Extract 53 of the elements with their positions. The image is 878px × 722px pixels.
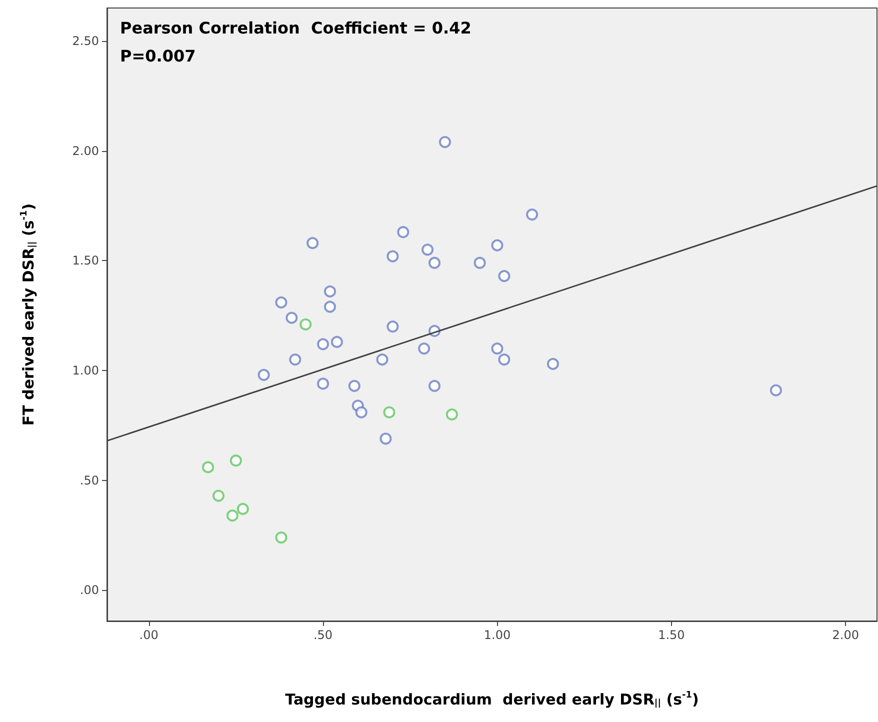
y-tick-label: .50	[80, 473, 99, 488]
point	[324, 285, 336, 298]
point	[770, 384, 782, 396]
point	[491, 239, 504, 252]
point	[317, 378, 330, 390]
point	[258, 368, 270, 381]
point	[422, 244, 434, 256]
point	[289, 354, 302, 366]
x-tick-label: .50	[313, 628, 333, 642]
point	[386, 320, 399, 333]
point	[202, 461, 214, 474]
y-tick-label: 1.50	[72, 254, 99, 268]
point	[275, 532, 288, 544]
point	[383, 406, 396, 418]
point	[286, 312, 298, 324]
annotation: P=0.007	[120, 46, 196, 66]
point	[226, 510, 238, 522]
point	[474, 256, 486, 269]
x-tick-label: 2.00	[832, 628, 859, 642]
point	[428, 256, 441, 269]
point	[348, 380, 360, 392]
point	[212, 490, 224, 502]
point	[498, 354, 510, 366]
x-tick-label: 1.50	[658, 628, 685, 642]
y-tick-label: 2.50	[72, 34, 99, 48]
point	[491, 342, 504, 355]
point	[397, 226, 410, 238]
y-tick-label: .00	[80, 583, 99, 598]
y-tick-label: 2.00	[72, 144, 99, 158]
point	[236, 502, 249, 515]
point	[330, 336, 343, 348]
point	[230, 454, 242, 467]
annotation: Pearson Correlation Coefficient = 0.42	[120, 18, 472, 38]
point	[418, 342, 430, 355]
point	[438, 136, 451, 148]
y-axis-title: FT derived early DSR|| (s-1)	[20, 203, 38, 426]
point	[526, 208, 538, 221]
point	[355, 406, 368, 418]
point	[446, 408, 458, 420]
y-tick-label: 1.00	[72, 364, 99, 378]
point	[376, 354, 388, 366]
x-tick-label: 1.00	[484, 628, 511, 642]
point	[546, 358, 559, 370]
point	[317, 338, 330, 350]
x-tick-label: .00	[139, 628, 158, 642]
point	[380, 432, 392, 445]
point	[386, 250, 399, 262]
point	[300, 318, 312, 330]
point	[275, 296, 288, 308]
point	[306, 237, 319, 250]
point	[324, 300, 336, 313]
point	[428, 380, 441, 392]
point	[498, 270, 510, 282]
